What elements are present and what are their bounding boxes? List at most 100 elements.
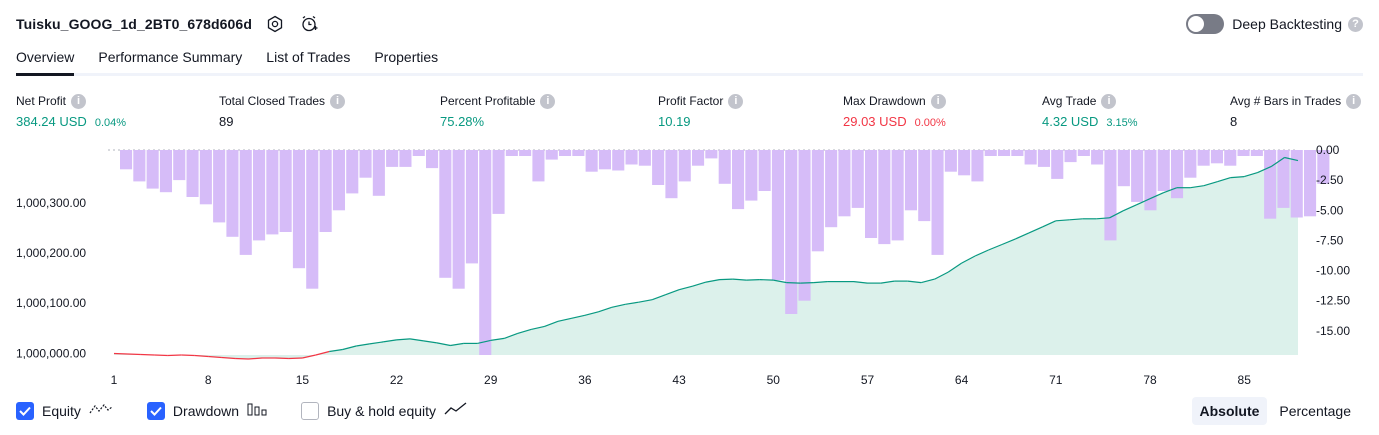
equity-fill bbox=[114, 157, 1298, 359]
equity-segment bbox=[1163, 187, 1178, 194]
stat-label: Total Closed Trades bbox=[219, 94, 326, 108]
equity-segment bbox=[934, 271, 949, 280]
stat-label: Avg # Bars in Trades bbox=[1230, 94, 1342, 108]
stat-label: Max Drawdown bbox=[843, 94, 926, 108]
right-axis-tick: -5.00 bbox=[1316, 203, 1344, 217]
info-icon[interactable]: i bbox=[1101, 93, 1117, 109]
equity-segment bbox=[140, 353, 155, 356]
percentage-button[interactable]: Percentage bbox=[1279, 403, 1351, 419]
info-icon[interactable]: i bbox=[71, 93, 87, 109]
equity-segment bbox=[396, 338, 411, 341]
gear-icon[interactable] bbox=[264, 13, 286, 35]
deep-backtesting-toggle[interactable] bbox=[1186, 14, 1225, 34]
equity-segment bbox=[383, 339, 397, 343]
drawdown-bar bbox=[545, 150, 558, 160]
info-icon[interactable]: i bbox=[728, 93, 744, 109]
drawdown-bar bbox=[186, 150, 199, 197]
right-axis-tick: -10.00 bbox=[1316, 264, 1350, 278]
equity-segment bbox=[746, 279, 760, 281]
drawdown-bar bbox=[811, 150, 824, 252]
equity-segment bbox=[988, 243, 1003, 251]
deep-backtesting-label: Deep Backtesting bbox=[1232, 16, 1342, 32]
equity-line bbox=[113, 156, 1299, 360]
drawdown-bar bbox=[1037, 150, 1050, 167]
tab-list-of-trades[interactable]: List of Trades bbox=[266, 49, 351, 65]
equity-segment bbox=[1190, 185, 1204, 189]
right-axis-tick: 0.00 bbox=[1316, 143, 1340, 157]
legend-equity[interactable]: Equity bbox=[16, 402, 113, 421]
drawdown-bar bbox=[1277, 150, 1290, 208]
tab-overview[interactable]: Overview bbox=[16, 44, 75, 76]
drawdown-bar bbox=[572, 150, 585, 156]
tab-bar: Overview Performance Summary List of Tra… bbox=[16, 44, 1363, 76]
equity-segment bbox=[584, 311, 599, 316]
drawdown-bar bbox=[173, 150, 186, 181]
equity-segment bbox=[1284, 156, 1299, 162]
equity-segment bbox=[974, 249, 989, 257]
left-axis-tick: 1,000,100.00 bbox=[16, 296, 86, 310]
legend-drawdown[interactable]: Drawdown bbox=[146, 402, 267, 421]
equity-checkbox[interactable] bbox=[16, 402, 34, 420]
equity-segment bbox=[1069, 218, 1083, 221]
drawdown-bar bbox=[120, 150, 133, 170]
equity-segment bbox=[557, 317, 572, 322]
equity-segment bbox=[1109, 210, 1124, 219]
equity-segment bbox=[181, 354, 195, 357]
info-icon[interactable]: i bbox=[540, 93, 556, 109]
info-icon[interactable]: i bbox=[1346, 93, 1362, 109]
stat-label: Net Profit bbox=[16, 94, 67, 108]
equity-segment bbox=[436, 342, 451, 347]
drawdown-bar bbox=[612, 150, 625, 171]
equity-segment bbox=[961, 255, 976, 264]
drawdown-bar bbox=[745, 150, 758, 201]
equity-segment bbox=[1055, 219, 1070, 222]
legend-label: Drawdown bbox=[172, 403, 240, 419]
strategy-header: Tuisku_GOOG_1d_2BT0_678d606d bbox=[16, 12, 320, 36]
drawdown-bar bbox=[1224, 150, 1237, 166]
drawdown-bar bbox=[904, 150, 917, 211]
equity-segment bbox=[477, 339, 491, 344]
drawdown-bar bbox=[292, 150, 305, 269]
left-axis-tick: 1,000,200.00 bbox=[16, 246, 86, 260]
buy-hold-checkbox[interactable] bbox=[301, 402, 320, 420]
drawdown-bar bbox=[984, 150, 997, 156]
equity-segment bbox=[248, 357, 263, 360]
drawdown-bar bbox=[918, 150, 931, 222]
drawdown-bar bbox=[838, 150, 851, 217]
drawdown-bar bbox=[332, 150, 345, 211]
equity-segment bbox=[127, 353, 141, 356]
alarm-plus-icon[interactable] bbox=[298, 13, 320, 35]
equity-segment bbox=[1203, 181, 1218, 187]
drawdown-bar bbox=[346, 150, 359, 194]
drawdown-bar bbox=[412, 150, 425, 156]
equity-segment bbox=[544, 320, 559, 327]
stat-net-profit: Net Profit i 384.24 USD 0.04% bbox=[16, 93, 126, 130]
tab-performance-summary[interactable]: Performance Summary bbox=[98, 49, 243, 65]
drawdown-bar bbox=[492, 150, 505, 214]
drawdown-checkbox[interactable] bbox=[146, 402, 165, 420]
equity-segment bbox=[1042, 220, 1057, 228]
drawdown-bar bbox=[705, 150, 718, 159]
drawdown-bar bbox=[798, 150, 811, 301]
drawdown-bar bbox=[692, 150, 705, 166]
info-icon[interactable]: ? bbox=[1348, 16, 1363, 32]
equity-segment bbox=[719, 278, 733, 281]
equity-segment bbox=[921, 278, 935, 284]
drawdown-bar bbox=[1171, 150, 1184, 199]
drawdown-bar bbox=[146, 150, 159, 189]
drawdown-bar bbox=[1157, 150, 1170, 191]
equity-segment bbox=[356, 343, 370, 347]
legend-buy-hold[interactable]: Buy & hold equity bbox=[301, 401, 468, 421]
equity-segment bbox=[342, 345, 357, 351]
equity-segment bbox=[490, 337, 505, 341]
equity-drawdown-chart[interactable]: 1,000,000.00 1,000,100.00 1,000,200.00 1,00… bbox=[0, 138, 1379, 390]
info-icon[interactable]: i bbox=[930, 93, 946, 109]
right-axis-labels: 0.00 -2.50 -5.00 -7.50 -10.00 -12.50 -15.00 bbox=[1316, 143, 1350, 338]
tab-properties[interactable]: Properties bbox=[374, 49, 439, 65]
stat-label: Profit Factor bbox=[658, 94, 724, 108]
info-icon[interactable]: i bbox=[330, 93, 346, 109]
drawdown-bar bbox=[532, 150, 545, 182]
equity-segment bbox=[221, 356, 236, 360]
drawdown-bar bbox=[585, 150, 598, 172]
absolute-button[interactable]: Absolute bbox=[1191, 397, 1268, 425]
